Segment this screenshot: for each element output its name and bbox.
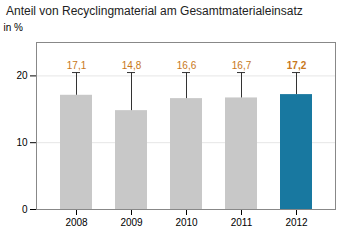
svg-text:2010: 2010	[175, 217, 198, 228]
svg-text:14,8: 14,8	[122, 60, 142, 71]
svg-text:20: 20	[16, 70, 28, 81]
html-text:Anteil von Recyclingmaterial a: Anteil von Recyclingmaterial am Gesamtma…	[6, 4, 303, 18]
svg-text:16,6: 16,6	[177, 60, 197, 71]
svg-text:0: 0	[22, 204, 28, 215]
svg-text:10: 10	[16, 137, 28, 148]
svg-text:2008: 2008	[65, 217, 88, 228]
svg-text:2011: 2011	[231, 217, 253, 228]
svg-text:16,7: 16,7	[232, 60, 252, 71]
svg-text:2012: 2012	[285, 217, 308, 228]
svg-text:17,1: 17,1	[67, 60, 87, 71]
svg-text:17,2: 17,2	[287, 60, 307, 71]
svg-text:in %: in %	[4, 22, 24, 33]
svg-text:2009: 2009	[120, 217, 143, 228]
